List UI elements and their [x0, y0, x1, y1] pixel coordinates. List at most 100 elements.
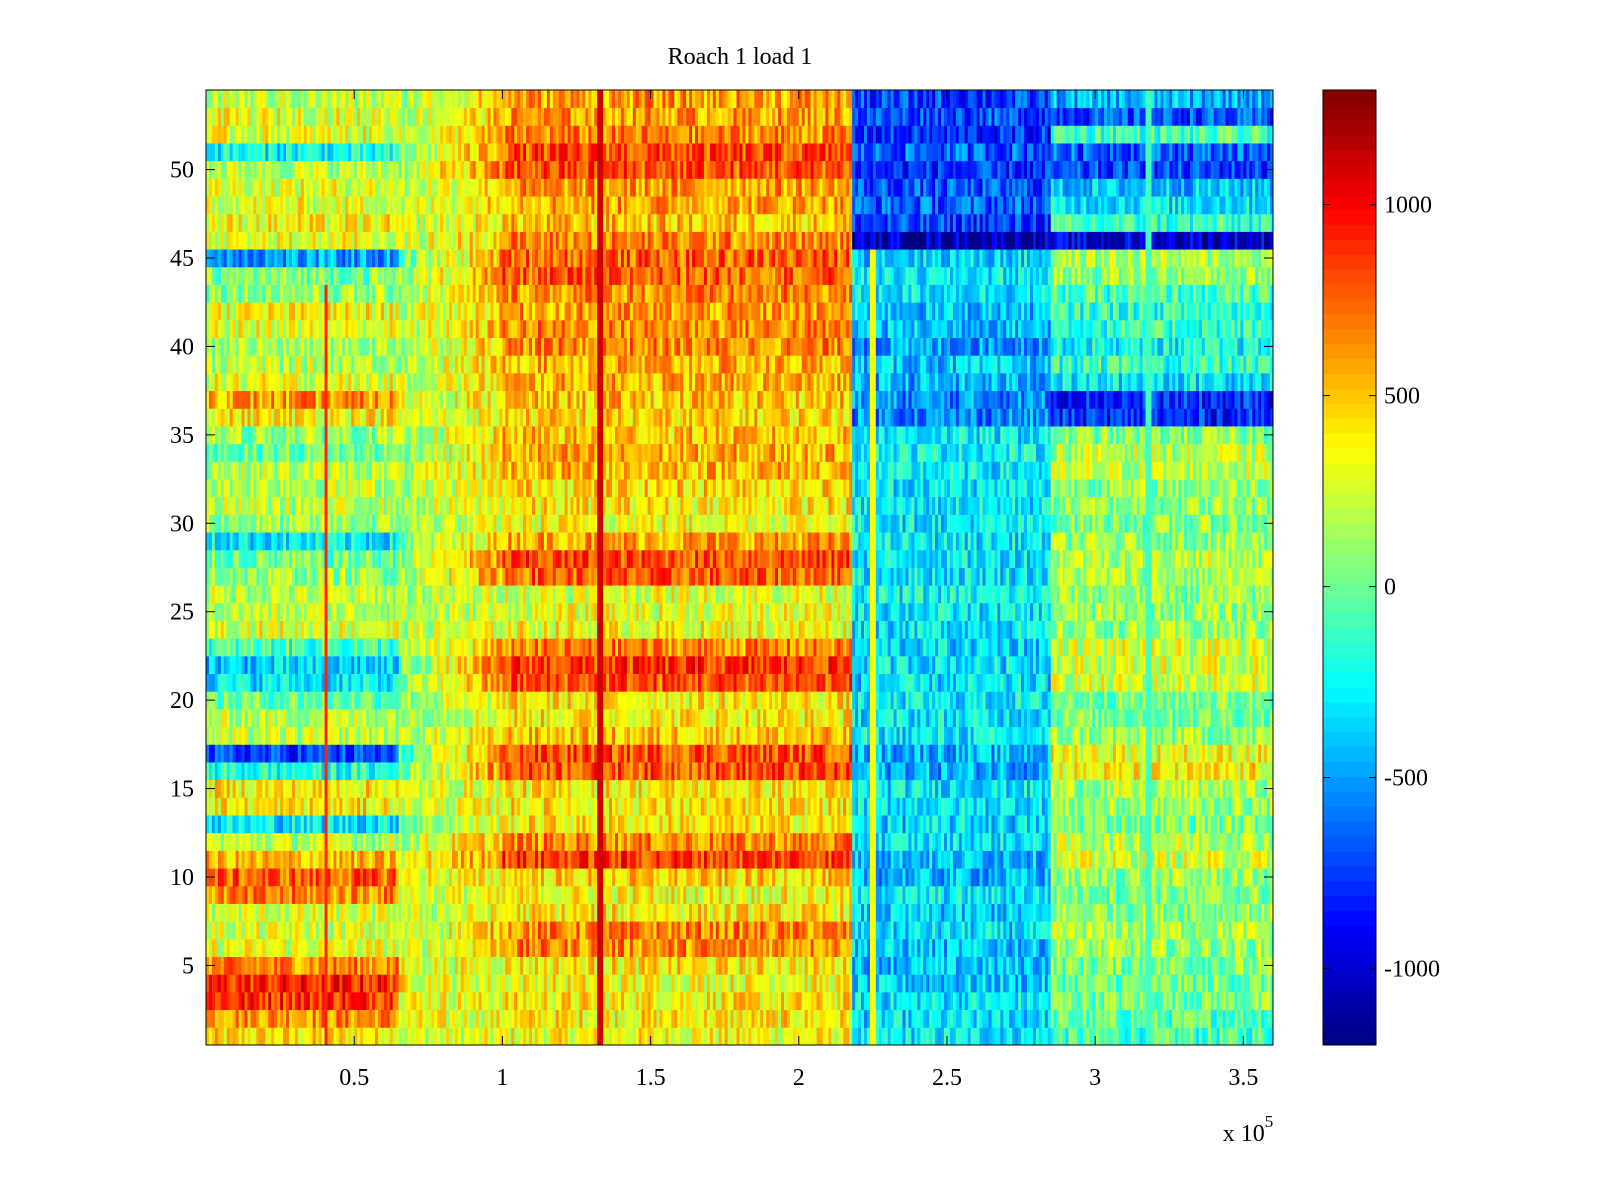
heatmap-cell [1104, 939, 1107, 957]
heatmap-cell [846, 904, 849, 922]
heatmap-cell [405, 974, 408, 992]
heatmap-cell [1140, 797, 1143, 815]
heatmap-cell [1057, 886, 1060, 904]
heatmap-cell [399, 1010, 402, 1028]
heatmap-cell [218, 1010, 221, 1028]
heatmap-cell [775, 904, 778, 922]
heatmap-cell [926, 868, 929, 886]
heatmap-cell [419, 1027, 422, 1045]
heatmap-cell [828, 957, 831, 975]
heatmap-cell [396, 1027, 399, 1045]
heatmap-cell [1131, 939, 1134, 957]
heatmap-cell [1000, 833, 1003, 851]
heatmap-cell [304, 974, 307, 992]
heatmap-cell [609, 1010, 612, 1028]
heatmap-cell [665, 797, 668, 815]
heatmap-cell [363, 992, 366, 1010]
heatmap-cell [888, 850, 891, 868]
heatmap-cell [905, 1027, 908, 1045]
heatmap-cell [1066, 1010, 1069, 1028]
heatmap-cell [855, 992, 858, 1010]
heatmap-cell [1134, 1027, 1137, 1045]
heatmap-cell [1246, 850, 1249, 868]
heatmap-cell [502, 992, 505, 1010]
heatmap-cell [760, 833, 763, 851]
heatmap-cell [250, 974, 253, 992]
heatmap-cell [858, 886, 861, 904]
heatmap-cell [1074, 833, 1077, 851]
heatmap-cell [633, 939, 636, 957]
heatmap-cell [1169, 886, 1172, 904]
heatmap-cell [1214, 1010, 1217, 1028]
heatmap-cell [571, 904, 574, 922]
heatmap-cell [654, 992, 657, 1010]
heatmap-cell [609, 886, 612, 904]
heatmap-cell [1214, 850, 1217, 868]
heatmap-cell [956, 939, 959, 957]
heatmap-cell [339, 797, 342, 815]
heatmap-cell [1264, 974, 1267, 992]
heatmap-cell [1051, 833, 1054, 851]
heatmap-cell [1077, 904, 1080, 922]
heatmap-cell [1149, 868, 1152, 886]
heatmap-cell [914, 957, 917, 975]
heatmap-cell [639, 957, 642, 975]
heatmap-cell [233, 904, 236, 922]
heatmap-cell [514, 904, 517, 922]
heatmap-cell [751, 904, 754, 922]
heatmap-cell [657, 921, 660, 939]
heatmap-cell [659, 797, 662, 815]
heatmap-cell [292, 1027, 295, 1045]
heatmap-cell [1039, 1027, 1042, 1045]
heatmap-cell [476, 886, 479, 904]
heatmap-cell [1190, 1027, 1193, 1045]
heatmap-cell [657, 1010, 660, 1028]
heatmap-cell [594, 815, 597, 833]
heatmap-cell [1154, 1010, 1157, 1028]
heatmap-cell [301, 992, 304, 1010]
heatmap-cell [1226, 974, 1229, 992]
heatmap-cell [1208, 1027, 1211, 1045]
heatmap-cell [416, 1010, 419, 1028]
heatmap-cell [206, 1010, 209, 1028]
heatmap-cell [1024, 815, 1027, 833]
heatmap-cell [1107, 904, 1110, 922]
heatmap-cell [633, 1010, 636, 1028]
heatmap-cell [245, 850, 248, 868]
heatmap-cell [1137, 921, 1140, 939]
heatmap-cell [505, 957, 508, 975]
heatmap-cell [648, 904, 651, 922]
heatmap-cell [894, 886, 897, 904]
heatmap-cell [446, 1027, 449, 1045]
heatmap-cell [1261, 921, 1264, 939]
heatmap-cell [1033, 886, 1036, 904]
heatmap-cell [473, 850, 476, 868]
heatmap-cell [1190, 886, 1193, 904]
heatmap-cell [775, 1010, 778, 1028]
heatmap-cell [1089, 974, 1092, 992]
heatmap-cell [627, 957, 630, 975]
heatmap-cell [256, 974, 259, 992]
heatmap-cell [748, 939, 751, 957]
heatmap-cell [1264, 815, 1267, 833]
heatmap-cell [1113, 957, 1116, 975]
heatmap-cell [1024, 833, 1027, 851]
heatmap-cell [1054, 833, 1057, 851]
heatmap-cell [440, 939, 443, 957]
heatmap-cell [959, 1010, 962, 1028]
heatmap-cell [657, 904, 660, 922]
heatmap-cell [556, 1010, 559, 1028]
heatmap-cell [1086, 939, 1089, 957]
heatmap-cell [894, 833, 897, 851]
heatmap-cell [665, 886, 668, 904]
heatmap-cell [333, 974, 336, 992]
heatmap-cell [224, 957, 227, 975]
heatmap-cell [766, 886, 769, 904]
heatmap-cell [579, 974, 582, 992]
heatmap-cell [230, 992, 233, 1010]
heatmap-cell [618, 992, 621, 1010]
heatmap-cell [1101, 833, 1104, 851]
heatmap-cell [1030, 868, 1033, 886]
heatmap-cell [1092, 815, 1095, 833]
heatmap-cell [911, 939, 914, 957]
